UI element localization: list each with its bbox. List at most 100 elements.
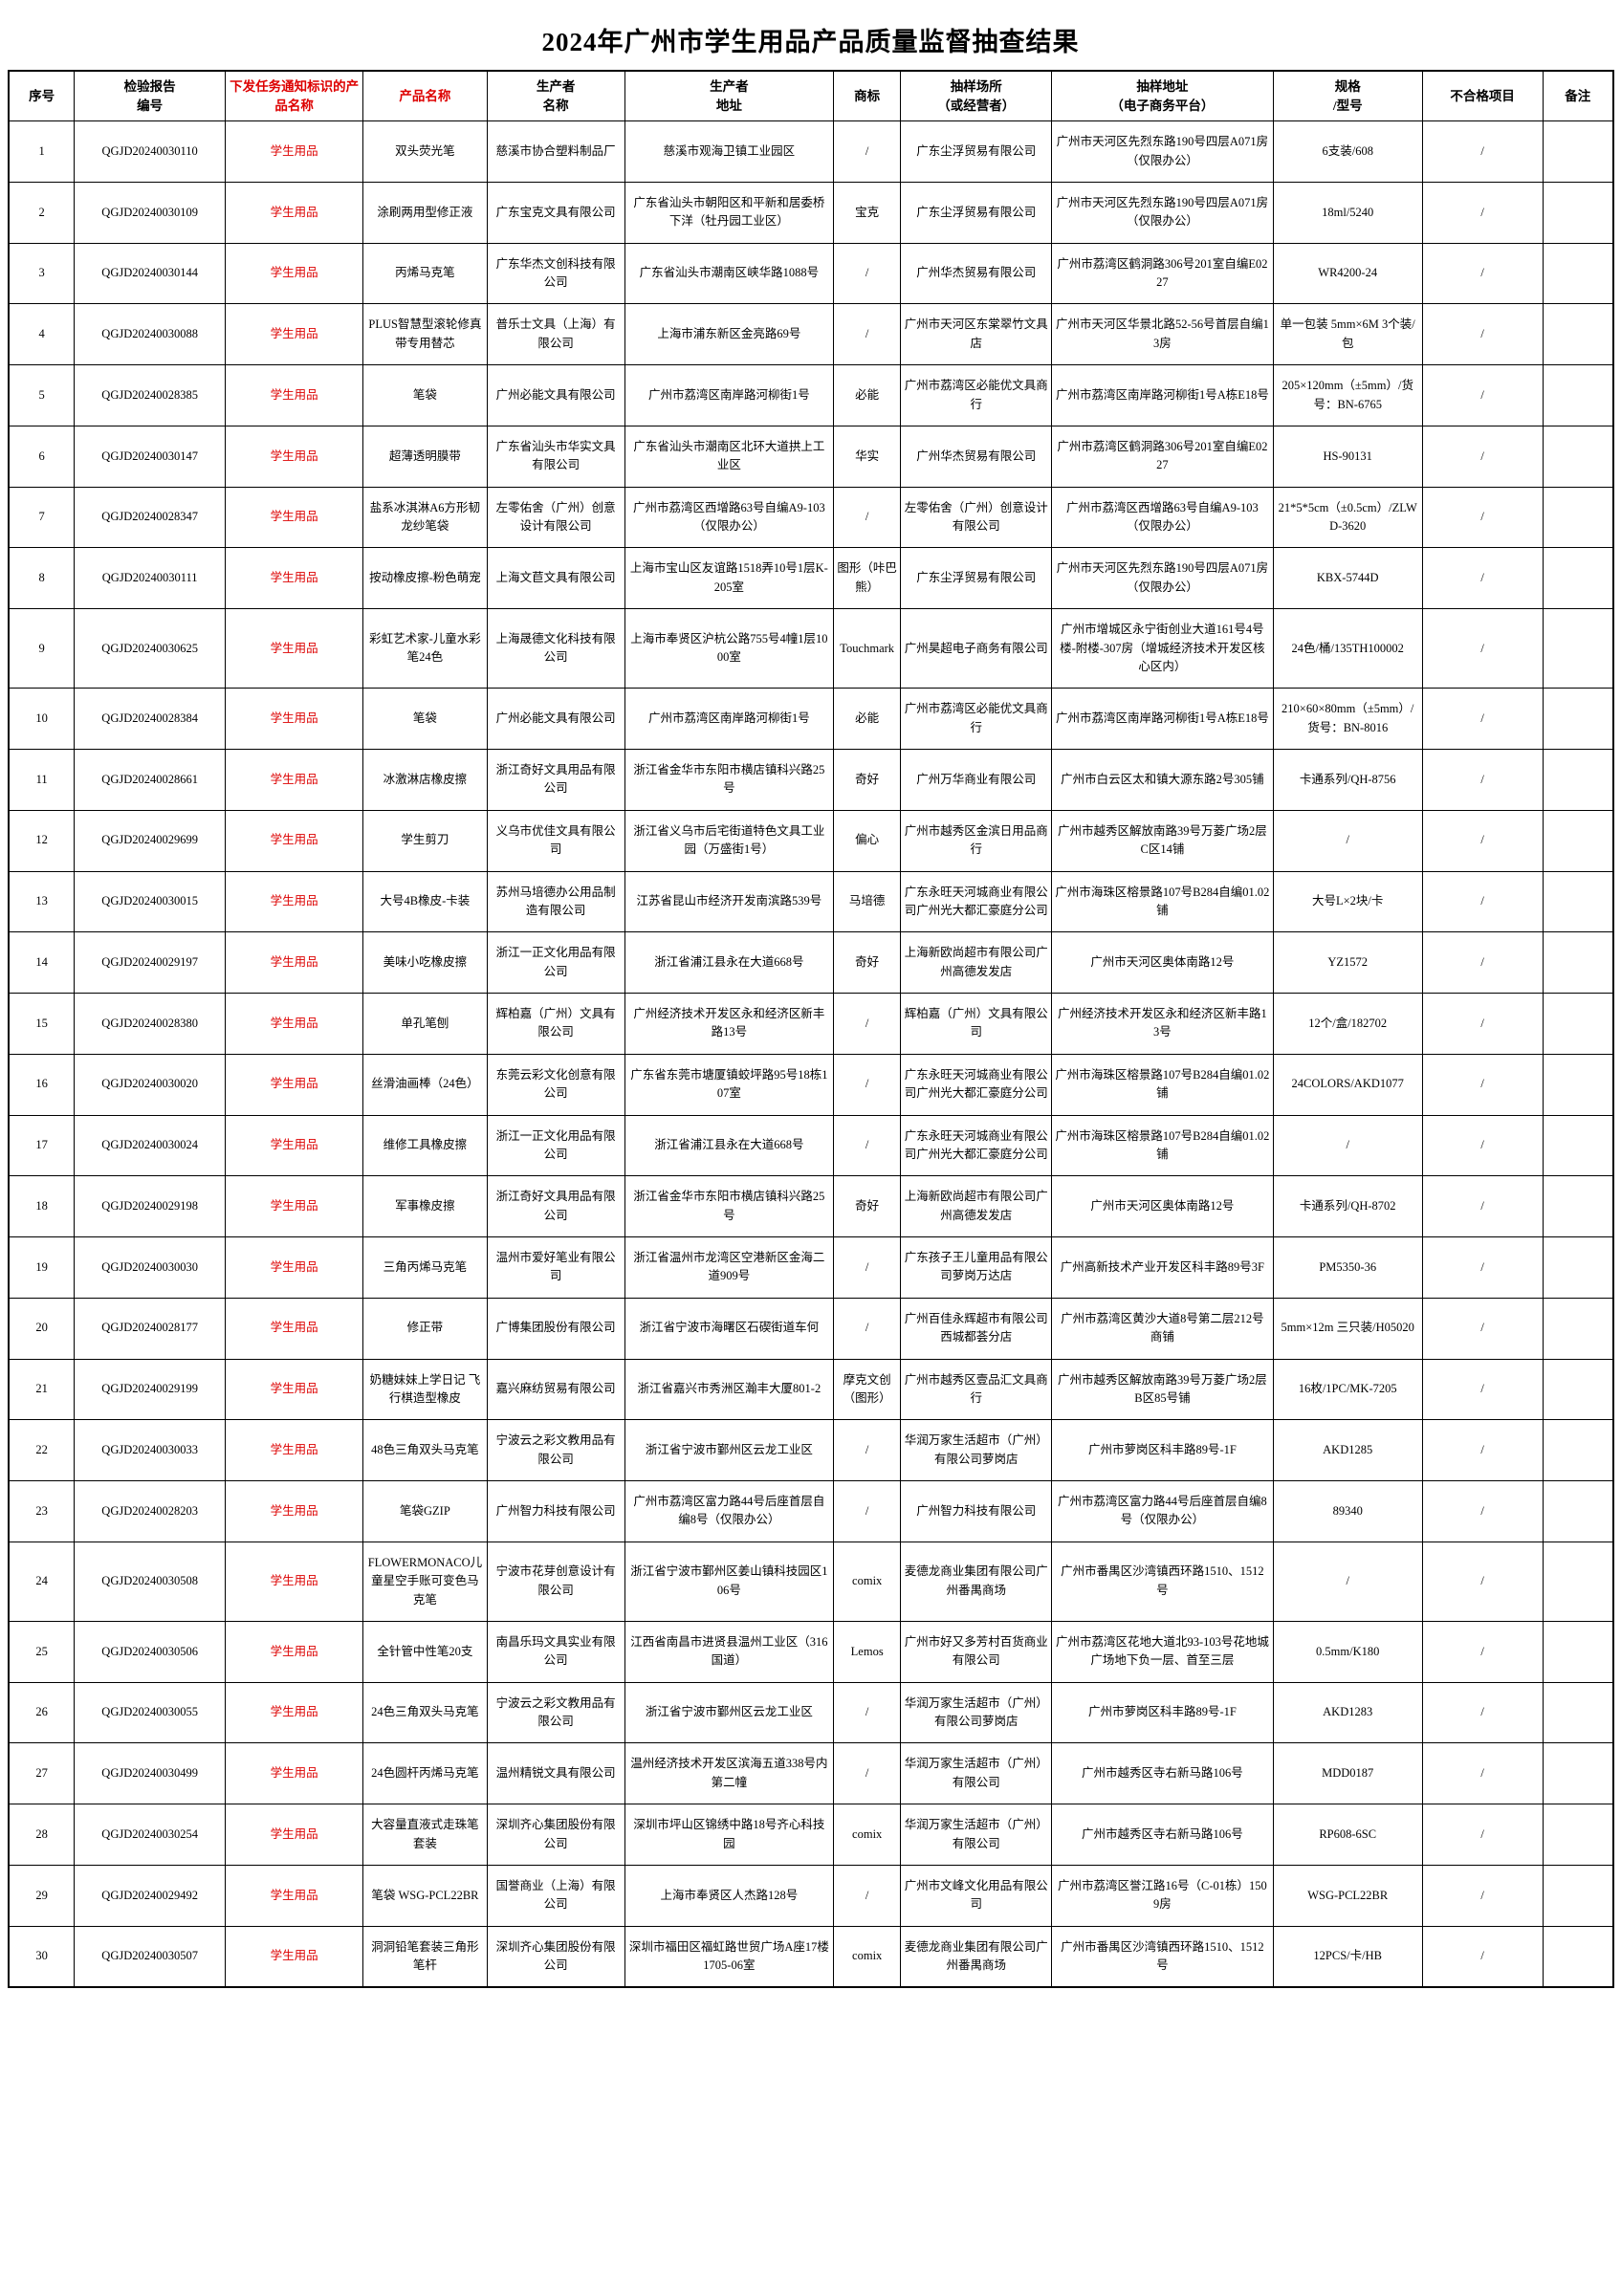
cell-r14-c6: 奇好 xyxy=(832,931,902,994)
cell-r18-c8: 广州市天河区奥体南路12号 xyxy=(1051,1175,1274,1237)
cell-r1-c4: 慈溪市协合塑料制品厂 xyxy=(486,120,625,183)
cell-r5-c0: 5 xyxy=(8,364,76,426)
table-row: 27 QGJD20240030499 学生用品 24色圆杆丙烯马克笔 温州精锐文具有限公… xyxy=(8,1742,1614,1805)
cell-r22-c6: / xyxy=(832,1419,902,1481)
cell-r11-c4: 浙江奇好文具用品有限公司 xyxy=(486,749,625,811)
cell-r16-c4: 东莞云彩文化创意有限公司 xyxy=(486,1053,625,1116)
cell-r22-c8: 广州市萝岗区科丰路89号-1F xyxy=(1051,1419,1274,1481)
column-header-3: 产品名称 xyxy=(362,70,488,122)
cell-r9-c4: 上海晟德文化科技有限公司 xyxy=(486,608,625,689)
cell-r23-c3: 笔袋GZIP xyxy=(362,1480,488,1542)
cell-r10-c2: 学生用品 xyxy=(225,688,364,750)
cell-r9-c0: 9 xyxy=(8,608,76,689)
cell-r26-c10: / xyxy=(1421,1681,1544,1744)
column-header-4: 生产者 名称 xyxy=(486,70,625,122)
cell-r28-c7: 华润万家生活超市（广州）有限公司 xyxy=(900,1804,1053,1866)
cell-r26-c1: QGJD20240030055 xyxy=(74,1681,227,1744)
table-row: 21 QGJD20240029199 学生用品 奶糖妹妹上学日记 飞行棋造型橡皮 嘉兴麻… xyxy=(8,1358,1614,1421)
cell-r20-c1: QGJD20240028177 xyxy=(74,1297,227,1360)
cell-r12-c4: 义乌市优佳文具有限公司 xyxy=(486,809,625,872)
cell-r6-c10: / xyxy=(1421,425,1544,488)
cell-r23-c11 xyxy=(1542,1480,1614,1542)
cell-r2-c2: 学生用品 xyxy=(225,181,364,244)
cell-r1-c1: QGJD20240030110 xyxy=(74,120,227,183)
cell-r29-c8: 广州市荔湾区誉江路16号（C-01栋）1509房 xyxy=(1051,1864,1274,1927)
cell-r25-c9: 0.5mm/K180 xyxy=(1272,1620,1423,1683)
cell-r10-c5: 广州市荔湾区南岸路河柳街1号 xyxy=(624,688,834,750)
cell-r29-c6: / xyxy=(832,1864,902,1927)
cell-r4-c7: 广州市天河区东棠翠竹文具店 xyxy=(900,303,1053,366)
cell-r29-c1: QGJD20240029492 xyxy=(74,1864,227,1927)
cell-r21-c1: QGJD20240029199 xyxy=(74,1358,227,1421)
cell-r18-c7: 上海新欧尚超市有限公司广州高德发发店 xyxy=(900,1175,1053,1237)
cell-r17-c10: / xyxy=(1421,1114,1544,1177)
cell-r9-c1: QGJD20240030625 xyxy=(74,608,227,689)
table-row: 10 QGJD20240028384 学生用品 笔袋 广州必能文具有限公司 广州市荔湾区南… xyxy=(8,688,1614,750)
cell-r9-c10: / xyxy=(1421,608,1544,689)
cell-r13-c5: 江苏省昆山市经济开发南滨路539号 xyxy=(624,870,834,933)
cell-r18-c10: / xyxy=(1421,1175,1544,1237)
cell-r19-c10: / xyxy=(1421,1236,1544,1299)
cell-r19-c1: QGJD20240030030 xyxy=(74,1236,227,1299)
cell-r8-c5: 上海市宝山区友谊路1518弄10号1层K-205室 xyxy=(624,547,834,610)
cell-r15-c8: 广州经济技术开发区永和经济区新丰路13号 xyxy=(1051,993,1274,1055)
cell-r30-c4: 深圳齐心集团股份有限公司 xyxy=(486,1925,625,1988)
cell-r28-c1: QGJD20240030254 xyxy=(74,1804,227,1866)
cell-r17-c7: 广东永旺天河城商业有限公司广州光大都汇豪庭分公司 xyxy=(900,1114,1053,1177)
cell-r9-c8: 广州市增城区永宁街创业大道161号4号楼-附楼-307房（增城经济技术开发区核心… xyxy=(1051,608,1274,689)
cell-r9-c3: 彩虹艺术家-儿童水彩笔24色 xyxy=(362,608,488,689)
cell-r5-c2: 学生用品 xyxy=(225,364,364,426)
cell-r23-c7: 广州智力科技有限公司 xyxy=(900,1480,1053,1542)
cell-r4-c5: 上海市浦东新区金亮路69号 xyxy=(624,303,834,366)
cell-r3-c10: / xyxy=(1421,242,1544,305)
cell-r1-c9: 6支装/608 xyxy=(1272,120,1423,183)
table-row: 25 QGJD20240030506 学生用品 全针管中性笔20支 南昌乐玛文具实业有限… xyxy=(8,1620,1614,1683)
cell-r17-c2: 学生用品 xyxy=(225,1114,364,1177)
cell-r23-c8: 广州市荔湾区富力路44号后座首层自编8号（仅限办公） xyxy=(1051,1480,1274,1542)
cell-r15-c4: 辉柏嘉（广州）文具有限公司 xyxy=(486,993,625,1055)
cell-r29-c7: 广州市文峰文化用品有限公司 xyxy=(900,1864,1053,1927)
cell-r23-c1: QGJD20240028203 xyxy=(74,1480,227,1542)
cell-r15-c9: 12个/盒/182702 xyxy=(1272,993,1423,1055)
cell-r6-c6: 华实 xyxy=(832,425,902,488)
cell-r13-c9: 大号L×2块/卡 xyxy=(1272,870,1423,933)
cell-r23-c9: 89340 xyxy=(1272,1480,1423,1542)
cell-r21-c8: 广州市越秀区解放南路39号万菱广场2层B区85号铺 xyxy=(1051,1358,1274,1421)
cell-r5-c10: / xyxy=(1421,364,1544,426)
cell-r2-c11 xyxy=(1542,181,1614,244)
cell-r1-c0: 1 xyxy=(8,120,76,183)
cell-r2-c5: 广东省汕头市朝阳区和平新和居委桥下洋（牡丹园工业区） xyxy=(624,181,834,244)
cell-r14-c7: 上海新欧尚超市有限公司广州高德发发店 xyxy=(900,931,1053,994)
cell-r6-c1: QGJD20240030147 xyxy=(74,425,227,488)
column-header-0: 序号 xyxy=(8,70,76,122)
cell-r12-c2: 学生用品 xyxy=(225,809,364,872)
cell-r20-c2: 学生用品 xyxy=(225,1297,364,1360)
cell-r28-c6: comix xyxy=(832,1804,902,1866)
cell-r5-c3: 笔袋 xyxy=(362,364,488,426)
cell-r19-c9: PM5350-36 xyxy=(1272,1236,1423,1299)
column-header-6: 商标 xyxy=(832,70,902,122)
table-row: 14 QGJD20240029197 学生用品 美味小吃橡皮擦 浙江一正文化用品有限公司… xyxy=(8,931,1614,994)
cell-r30-c5: 深圳市福田区福虹路世贸广场A座17楼1705-06室 xyxy=(624,1925,834,1988)
cell-r2-c9: 18ml/5240 xyxy=(1272,181,1423,244)
cell-r5-c8: 广州市荔湾区南岸路河柳街1号A栋E18号 xyxy=(1051,364,1274,426)
cell-r9-c6: Touchmark xyxy=(832,608,902,689)
cell-r30-c1: QGJD20240030507 xyxy=(74,1925,227,1988)
cell-r10-c1: QGJD20240028384 xyxy=(74,688,227,750)
cell-r8-c6: 图形（咔巴熊） xyxy=(832,547,902,610)
table-header: 序号 检验报告 编号 下发任务通知标识的产品名称 产品名称 生产者 名称 生产者 地址 商标 抽样场… xyxy=(8,70,1614,122)
cell-r15-c0: 15 xyxy=(8,993,76,1055)
cell-r28-c3: 大容量直液式走珠笔套装 xyxy=(362,1804,488,1866)
cell-r4-c1: QGJD20240030088 xyxy=(74,303,227,366)
cell-r5-c11 xyxy=(1542,364,1614,426)
cell-r30-c8: 广州市番禺区沙湾镇西环路1510、1512号 xyxy=(1051,1925,1274,1988)
cell-r20-c4: 广博集团股份有限公司 xyxy=(486,1297,625,1360)
cell-r22-c0: 22 xyxy=(8,1419,76,1481)
cell-r21-c4: 嘉兴麻纺贸易有限公司 xyxy=(486,1358,625,1421)
cell-r27-c6: / xyxy=(832,1742,902,1805)
cell-r8-c11 xyxy=(1542,547,1614,610)
table-row: 12 QGJD20240029699 学生用品 学生剪刀 义乌市优佳文具有限公司 浙江省义… xyxy=(8,809,1614,872)
cell-r18-c2: 学生用品 xyxy=(225,1175,364,1237)
cell-r9-c9: 24色/桶/135TH100002 xyxy=(1272,608,1423,689)
cell-r12-c11 xyxy=(1542,809,1614,872)
